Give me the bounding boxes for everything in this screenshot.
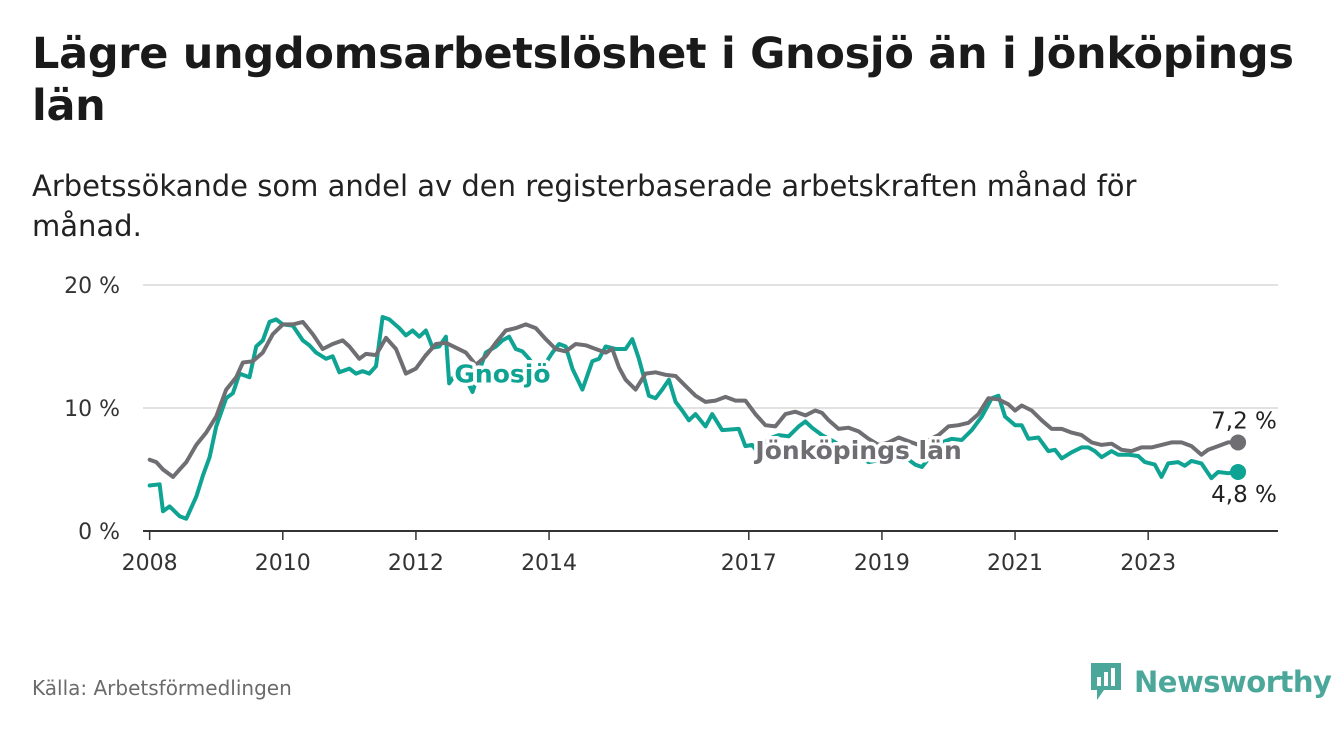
x-tick-label: 2021 xyxy=(987,551,1043,576)
chart-title: Lägre ungdomsarbetslöshet i Gnosjö än i … xyxy=(32,29,1294,131)
series-line-lan xyxy=(147,319,1241,479)
series-label-gnosjo: Gnosjö xyxy=(454,360,550,389)
newsworthy-icon xyxy=(1091,663,1121,700)
y-tick-label: 10 % xyxy=(64,397,120,422)
series-line-gnosjo xyxy=(147,315,1241,521)
y-tick-label: 20 % xyxy=(64,274,120,299)
y-tick-label: 0 % xyxy=(78,520,120,545)
source-note: Källa: Arbetsförmedlingen xyxy=(32,676,292,700)
brand-name: Newsworthy xyxy=(1134,665,1332,699)
x-tick-label: 2017 xyxy=(721,551,777,576)
end-value-label-gnosjo: 4,8 % xyxy=(1211,482,1277,508)
x-tick-label: 2023 xyxy=(1120,551,1176,576)
brand-logo: Newsworthy xyxy=(1088,660,1332,704)
series-label-lan: Jönköpings län xyxy=(753,436,961,465)
series-end-point-lan xyxy=(1230,434,1247,451)
series-end-point-gnosjo xyxy=(1230,463,1247,480)
x-tick-label: 2008 xyxy=(122,551,178,576)
x-tick-label: 2012 xyxy=(388,551,444,576)
chart-subtitle: Arbetssökande som andel av den registerb… xyxy=(32,169,1137,243)
end-value-label-lan: 7,2 % xyxy=(1211,408,1277,434)
x-tick-label: 2019 xyxy=(854,551,910,576)
x-tick-label: 2010 xyxy=(255,551,311,576)
x-tick-label: 2014 xyxy=(521,551,577,576)
